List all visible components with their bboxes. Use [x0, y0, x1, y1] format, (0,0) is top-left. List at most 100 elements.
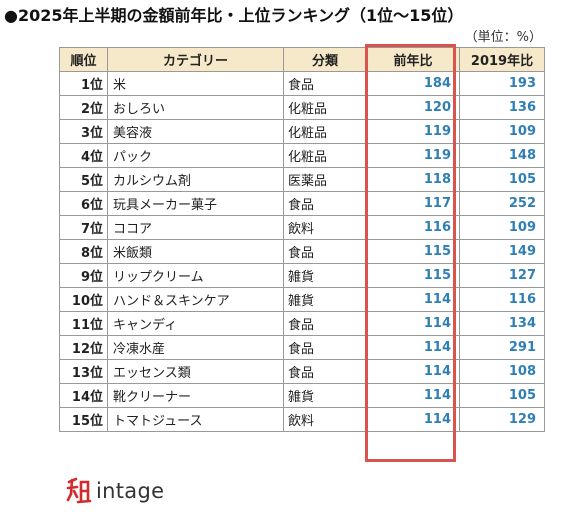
class-cell: 雑貨 — [283, 287, 367, 312]
vs2019-value-cell: 105 — [459, 167, 545, 192]
header-class: 分類 — [283, 47, 367, 72]
table-row: 11位 キャンディ 食品 114 134 — [59, 311, 545, 336]
vs2019-value-cell: 291 — [459, 335, 545, 360]
yoy-value-cell: 117 — [366, 191, 460, 216]
class-cell: 化粧品 — [283, 143, 367, 168]
header-yoy: 前年比 — [366, 47, 460, 72]
header-vs2019: 2019年比 — [459, 47, 545, 72]
rank-cell: 2位 — [59, 95, 108, 120]
class-cell: 化粧品 — [283, 95, 367, 120]
table-row: 3位 美容液 化粧品 119 109 — [59, 119, 545, 144]
table-row: 15位 トマトジュース 飲料 114 129 — [59, 407, 545, 432]
class-cell: 食品 — [283, 191, 367, 216]
table-row: 9位 リップクリーム 雑貨 115 127 — [59, 263, 545, 288]
yoy-value-cell: 184 — [366, 71, 460, 96]
yoy-value-cell: 119 — [366, 143, 460, 168]
class-cell: 飲料 — [283, 215, 367, 240]
rank-cell: 8位 — [59, 239, 108, 264]
table-row: 13位 エッセンス類 食品 114 108 — [59, 359, 545, 384]
ranking-table: 順位 カテゴリー 分類 前年比 2019年比 1位米食品 184 193 2位 おしろい… — [59, 47, 545, 432]
table-row: 8位 米飯類 食品 115 149 — [59, 239, 545, 264]
yoy-value-cell: 118 — [366, 167, 460, 192]
yoy-value-cell: 116 — [366, 215, 460, 240]
table-row: 14位 靴クリーナー 雑貨 114 105 — [59, 383, 545, 408]
category-cell: キャンディ — [107, 311, 284, 336]
unit-note: （単位：%） — [464, 30, 542, 45]
category-cell: 美容液 — [107, 119, 284, 144]
class-cell: 食品 — [283, 71, 367, 96]
category-cell: 靴クリーナー — [107, 383, 284, 408]
vs2019-value-cell: 127 — [459, 263, 545, 288]
table-row: 12位 冷凍水産 食品 114 291 — [59, 335, 545, 360]
table-row: 6位 玩具メーカー菓子 食品 117 252 — [59, 191, 545, 216]
yoy-value-cell: 114 — [366, 335, 460, 360]
yoy-value-cell: 119 — [366, 119, 460, 144]
category-cell: エッセンス類 — [107, 359, 284, 384]
header-category: カテゴリー — [107, 47, 284, 72]
category-cell: おしろい — [107, 95, 284, 120]
table-header-row: 順位 カテゴリー 分類 前年比 2019年比 — [59, 47, 545, 72]
vs2019-value-cell: 134 — [459, 311, 545, 336]
class-cell: 飲料 — [283, 407, 367, 432]
class-cell: 食品 — [283, 335, 367, 360]
page-title: ●2025年上半期の金額前年比・上位ランキング（1位～15位） — [4, 6, 464, 25]
vs2019-value-cell: 252 — [459, 191, 545, 216]
category-cell: カルシウム剤 — [107, 167, 284, 192]
vs2019-value-cell: 105 — [459, 383, 545, 408]
class-cell: 食品 — [283, 239, 367, 264]
class-cell: 食品 — [283, 359, 367, 384]
yoy-value-cell: 114 — [366, 311, 460, 336]
vs2019-value-cell: 109 — [459, 215, 545, 240]
rank-cell: 1位 — [59, 71, 108, 96]
vs2019-value-cell: 148 — [459, 143, 545, 168]
table-row: 7位 ココア 飲料 116 109 — [59, 215, 545, 240]
vs2019-value-cell: 136 — [459, 95, 545, 120]
class-cell: 雑貨 — [283, 383, 367, 408]
category-cell: リップクリーム — [107, 263, 284, 288]
category-cell: ココア — [107, 215, 284, 240]
class-cell: 食品 — [283, 311, 367, 336]
rank-cell: 13位 — [59, 359, 108, 384]
rank-cell: 7位 — [59, 215, 108, 240]
yoy-value-cell: 114 — [366, 383, 460, 408]
logo-text: intage — [96, 479, 165, 503]
header-rank: 順位 — [59, 47, 108, 72]
category-cell: 玩具メーカー菓子 — [107, 191, 284, 216]
class-cell: 雑貨 — [283, 263, 367, 288]
vs2019-value-cell: 149 — [459, 239, 545, 264]
rank-cell: 6位 — [59, 191, 108, 216]
rank-cell: 12位 — [59, 335, 108, 360]
yoy-value-cell: 115 — [366, 239, 460, 264]
table-row: 1位米食品 184 193 — [59, 71, 545, 96]
yoy-value-cell: 114 — [366, 359, 460, 384]
rank-cell: 9位 — [59, 263, 108, 288]
intage-logo: intage — [66, 476, 164, 506]
yoy-value-cell: 120 — [366, 95, 460, 120]
intage-logo-icon — [66, 477, 92, 504]
table-row: 10位 ハンド＆スキンケア 雑貨 114 116 — [59, 287, 545, 312]
rank-cell: 14位 — [59, 383, 108, 408]
yoy-value-cell: 115 — [366, 263, 460, 288]
rank-cell: 10位 — [59, 287, 108, 312]
vs2019-value-cell: 116 — [459, 287, 545, 312]
category-cell: 冷凍水産 — [107, 335, 284, 360]
rank-cell: 4位 — [59, 143, 108, 168]
yoy-value-cell: 114 — [366, 407, 460, 432]
category-cell: パック — [107, 143, 284, 168]
rank-cell: 15位 — [59, 407, 108, 432]
category-cell: 米飯類 — [107, 239, 284, 264]
yoy-value-cell: 114 — [366, 287, 460, 312]
category-cell: 米 — [107, 71, 284, 96]
table-row: 4位 パック 化粧品 119 148 — [59, 143, 545, 168]
vs2019-value-cell: 109 — [459, 119, 545, 144]
class-cell: 医薬品 — [283, 167, 367, 192]
vs2019-value-cell: 108 — [459, 359, 545, 384]
category-cell: トマトジュース — [107, 407, 284, 432]
rank-cell: 5位 — [59, 167, 108, 192]
vs2019-value-cell: 193 — [459, 71, 545, 96]
vs2019-value-cell: 129 — [459, 407, 545, 432]
table-row: 5位 カルシウム剤 医薬品 118 105 — [59, 167, 545, 192]
rank-cell: 11位 — [59, 311, 108, 336]
rank-cell: 3位 — [59, 119, 108, 144]
table-row: 2位 おしろい 化粧品 120 136 — [59, 95, 545, 120]
